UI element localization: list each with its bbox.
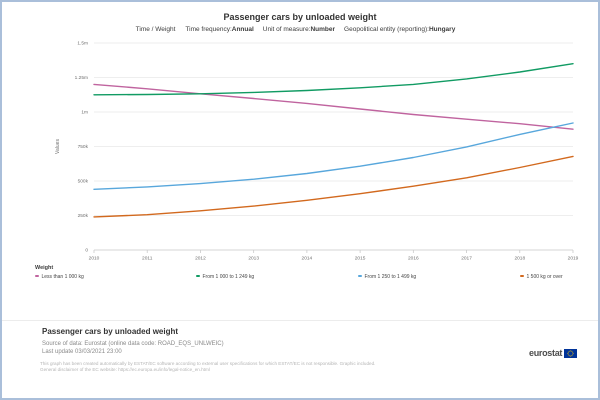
legend-marker [358, 274, 362, 278]
line-chart: 0 250k 500k 750k 1m 1.25m 1.5m 2010 2011 2012 2013… [55, 41, 579, 262]
legend-label: 1 500 kg or over [526, 274, 563, 280]
legend-item: 1 500 kg or over [520, 274, 563, 280]
legend-item: From 1 000 to 1 249 kg [196, 274, 254, 280]
legend-marker [35, 274, 39, 278]
svg-text:2011: 2011 [142, 256, 153, 262]
filter-geo-label: Geopolitical entity (reporting): [344, 26, 429, 33]
filter-unit-value: Number [310, 26, 336, 33]
legend-marker [520, 274, 524, 278]
legend-item: From 1 250 to 1 499 kg [358, 274, 416, 280]
svg-text:2017: 2017 [461, 256, 472, 262]
eurostat-logo: eurostat [529, 348, 578, 358]
legend-item: Less than 1 000 kg [35, 274, 84, 280]
legend-marker [196, 274, 200, 278]
svg-text:2016: 2016 [408, 256, 419, 262]
svg-text:2015: 2015 [355, 256, 366, 262]
legend-label: From 1 000 to 1 249 kg [202, 274, 255, 280]
footer-title: Passenger cars by unloaded weight [42, 327, 179, 336]
filter-time-frequency-value: Annual [231, 26, 254, 33]
chart-title: Passenger cars by unloaded weight [223, 12, 377, 22]
svg-text:2010: 2010 [89, 256, 100, 262]
svg-text:250k: 250k [78, 213, 89, 219]
eurostat-logo-text: eurostat [529, 348, 563, 358]
svg-text:Values: Values [55, 139, 61, 154]
legend-title: Weight [35, 265, 54, 271]
footer-divider [2, 320, 598, 321]
legend-label: From 1 250 to 1 499 kg [364, 274, 417, 280]
source-line: Source of data: Eurostat (online data co… [42, 341, 224, 347]
disclaimer-line-2: General disclaimer of the EC website: ht… [40, 367, 210, 372]
svg-text:2012: 2012 [195, 256, 206, 262]
last-update-line: Last update 03/03/2021 23:00 [42, 349, 122, 355]
disclaimer-line-1: This graph has been created automaticall… [40, 361, 376, 366]
filter-geo-value: Hungary [428, 26, 456, 33]
svg-text:1.25m: 1.25m [75, 75, 88, 81]
legend: Less than 1 000 kg From 1 000 to 1 249 kg… [2, 274, 598, 284]
svg-text:2019: 2019 [568, 256, 579, 262]
svg-text:0: 0 [85, 248, 88, 254]
svg-text:1m: 1m [81, 110, 88, 116]
svg-text:750k: 750k [78, 144, 89, 150]
svg-text:1.5m: 1.5m [77, 41, 88, 47]
chart-subtitle: Time / Weight Time frequency:Annual Unit o… [2, 26, 598, 33]
svg-text:2014: 2014 [302, 256, 313, 262]
svg-text:2018: 2018 [514, 256, 525, 262]
dimensions-label: Time / Weight [135, 26, 176, 33]
svg-text:500k: 500k [78, 179, 89, 185]
filter-unit-label: Unit of measure: [262, 26, 311, 33]
svg-text:2013: 2013 [248, 256, 259, 262]
filter-time-frequency-label: Time frequency: [185, 26, 232, 33]
legend-label: Less than 1 000 kg [41, 274, 84, 280]
eu-flag-icon [564, 348, 578, 358]
